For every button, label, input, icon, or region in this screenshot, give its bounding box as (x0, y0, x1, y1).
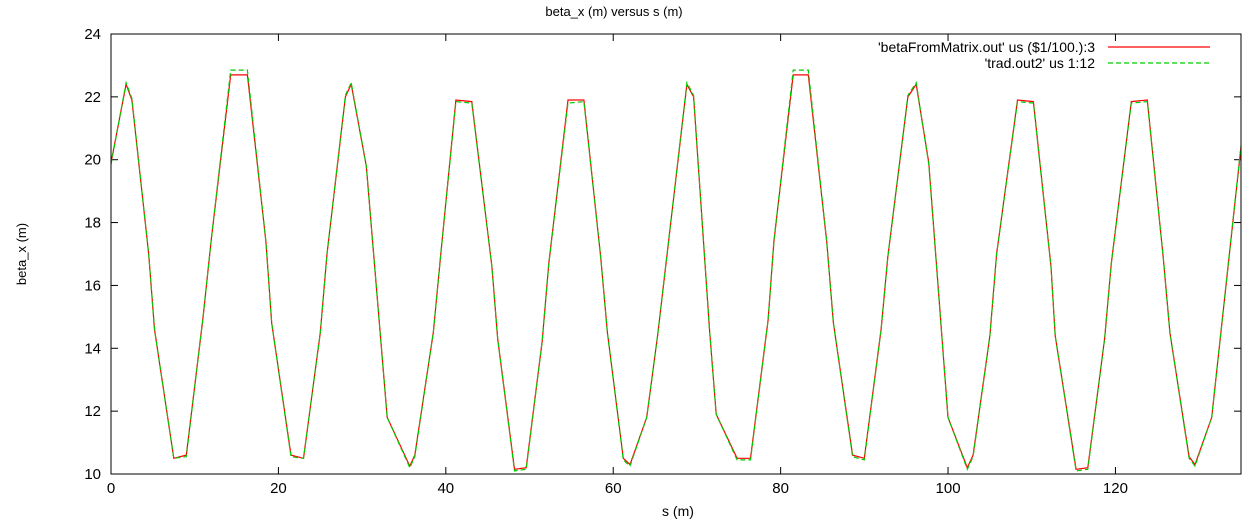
plot-frame (110, 33, 1242, 475)
y-tick-label: 10 (84, 466, 101, 483)
x-tick-label: 20 (270, 480, 287, 497)
series-group (110, 69, 1242, 472)
y-tick-label: 16 (84, 277, 101, 294)
y-tick-label: 18 (84, 215, 101, 232)
x-tick-label: 0 (107, 480, 115, 497)
x-tick-label: 60 (605, 480, 622, 497)
y-tick-label: 22 (84, 89, 101, 106)
legend-label-2: 'trad.out2' us 1:12 (985, 55, 1096, 71)
x-tick-label: 40 (437, 480, 454, 497)
x-axis-label: s (m) (662, 503, 694, 519)
chart-title: beta_x (m) versus s (m) (545, 4, 682, 19)
series-line-2 (110, 69, 1242, 472)
y-tick-label: 24 (84, 26, 101, 43)
legend-label-1: 'betaFromMatrix.out' us ($1/100.):3 (878, 39, 1095, 55)
axis-ticks: 10 12 14 16 18 20 22 24 0 20 40 60 80 100 120 (84, 26, 1241, 497)
y-tick-label: 12 (84, 403, 101, 420)
series-line-1 (110, 74, 1242, 470)
legend: 'betaFromMatrix.out' us ($1/100.):3'trad… (878, 39, 1210, 71)
x-tick-label: 80 (772, 480, 789, 497)
x-tick-label: 100 (936, 480, 961, 497)
y-tick-label: 14 (84, 340, 101, 357)
x-tick-label: 120 (1103, 480, 1128, 497)
y-tick-label: 20 (84, 152, 101, 169)
y-axis-label: beta_x (m) (14, 223, 29, 285)
